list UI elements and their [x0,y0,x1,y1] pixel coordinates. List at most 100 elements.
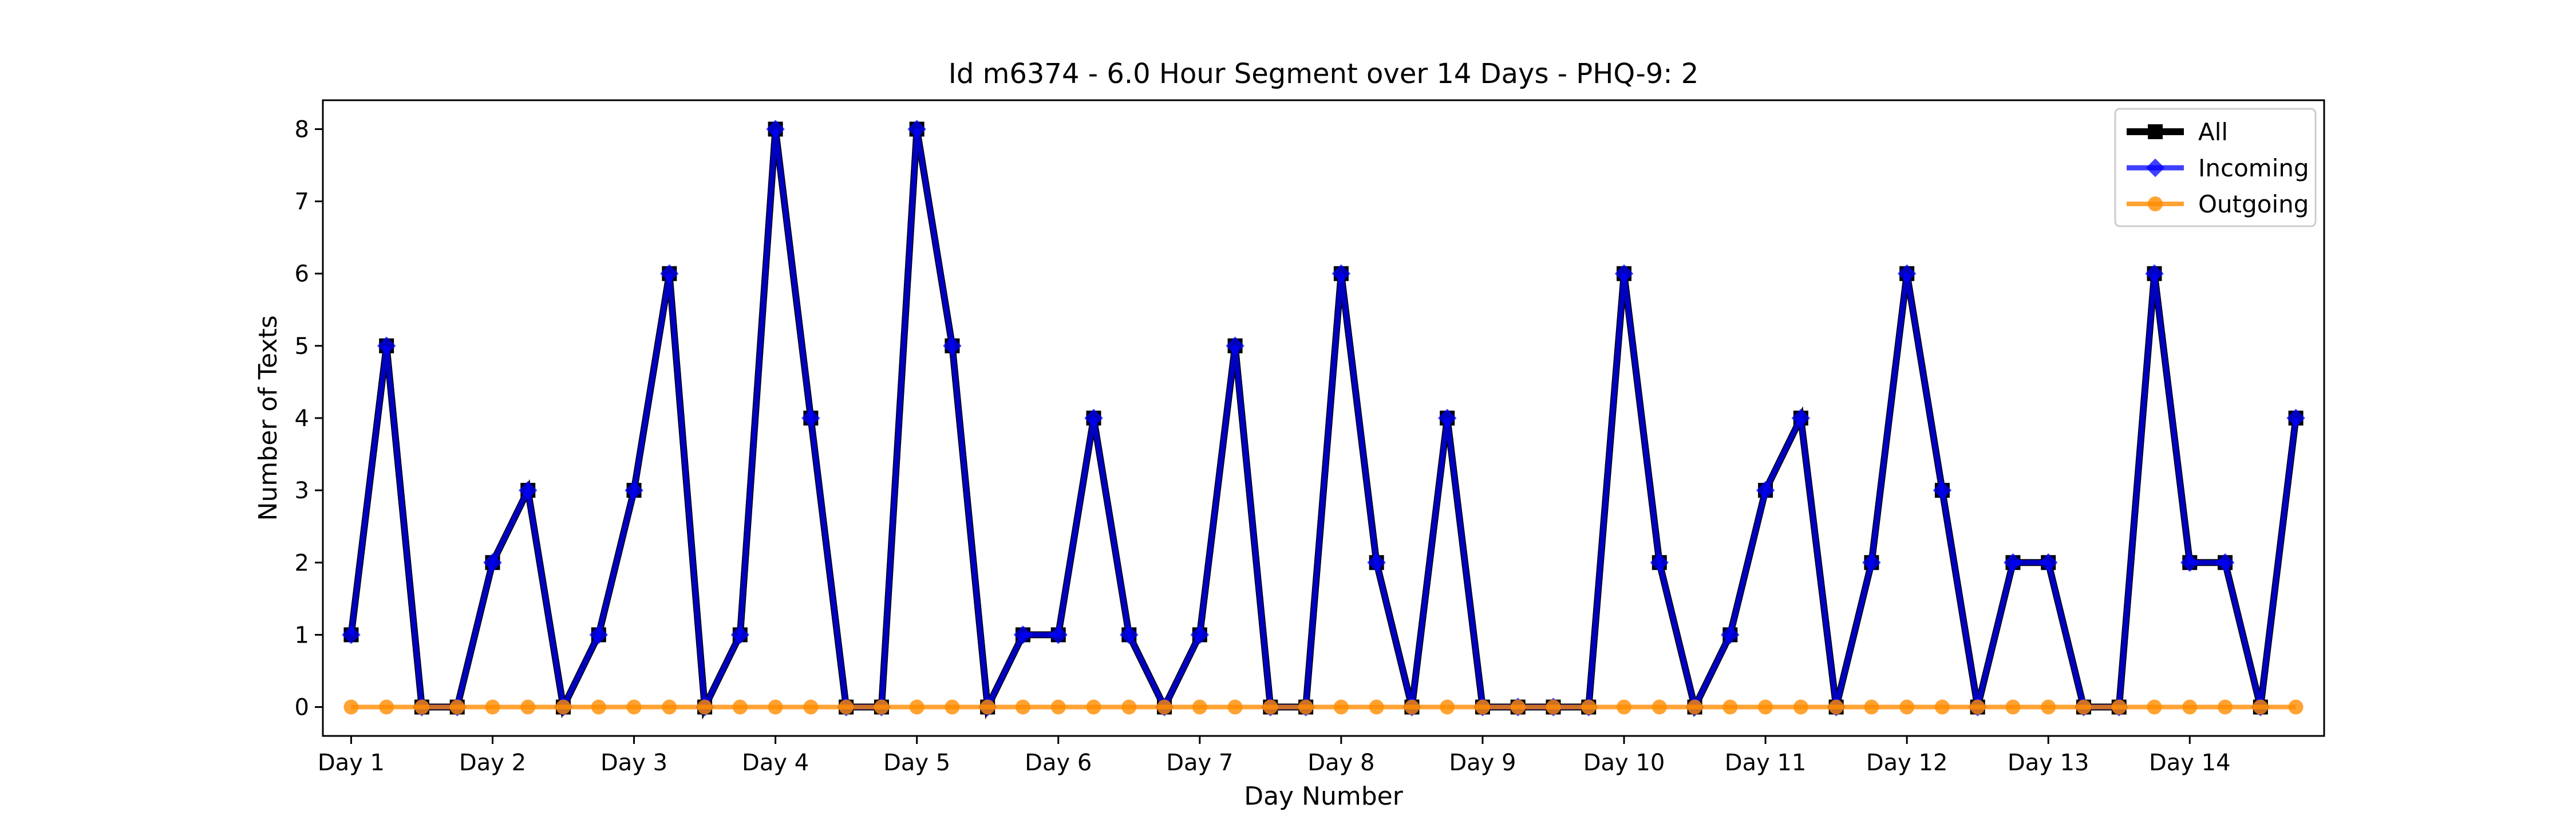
data-point-incoming [1756,481,1775,500]
y-tick-label: 7 [295,189,309,215]
data-point-outgoing [1475,699,1490,715]
x-tick-label: Day 9 [1449,750,1516,776]
legend-label: Outgoing [2198,190,2309,218]
data-point-outgoing [591,699,606,715]
data-point-outgoing [1121,699,1137,715]
data-point-incoming [1791,408,1811,428]
data-point-outgoing [1828,699,1844,715]
data-point-incoming [1332,264,1351,283]
data-point-outgoing [1899,699,1915,715]
data-point-incoming [342,625,361,644]
data-point-incoming [2145,264,2164,283]
data-point-outgoing [2218,699,2233,715]
data-point-incoming [1933,481,1952,500]
x-tick-label: Day 11 [1725,750,1807,776]
data-point-outgoing [449,699,465,715]
legend-marker [2148,196,2163,211]
legend-marker [2146,158,2165,178]
data-point-incoming [907,120,926,139]
x-tick-label: Day 2 [459,750,526,776]
data-point-incoming [1120,625,1139,644]
x-tick-label: Day 13 [2008,750,2089,776]
data-point-outgoing [1192,699,1207,715]
data-point-outgoing [1086,699,1101,715]
x-tick-label: Day 14 [2149,750,2231,776]
legend-entry-incoming: Incoming [2127,154,2309,182]
data-point-incoming [1862,553,1881,572]
data-point-outgoing [697,699,713,715]
legend-label: Incoming [2198,154,2309,182]
x-tick-label: Day 4 [742,750,809,776]
chart-title: Id m6374 - 6.0 Hour Segment over 14 Days… [949,58,1699,90]
x-axis-label: Day Number [1244,782,1404,811]
data-point-outgoing [1227,699,1243,715]
data-point-outgoing [2147,699,2162,715]
x-tick-label: Day 5 [883,750,950,776]
data-point-outgoing [1050,699,1066,715]
data-point-outgoing [2288,699,2304,715]
x-tick-label: Day 8 [1307,750,1374,776]
data-point-outgoing [1722,699,1738,715]
data-point-outgoing [556,699,571,715]
data-point-incoming [483,553,502,572]
data-point-incoming [801,408,820,428]
x-tick-label: Day 3 [600,750,667,776]
data-point-outgoing [1440,699,1455,715]
legend-marker [2148,124,2163,139]
x-tick-label: Day 12 [1866,750,1948,776]
legend-entry-all: All [2127,118,2228,146]
data-point-outgoing [626,699,642,715]
data-point-outgoing [379,699,394,715]
data-point-outgoing [980,699,995,715]
y-tick-label: 6 [295,261,309,288]
data-point-outgoing [1404,699,1420,715]
y-tick-label: 4 [295,405,309,432]
x-tick-label: Day 1 [318,750,385,776]
data-point-outgoing [1687,699,1702,715]
y-axis-label: Number of Texts [254,315,283,521]
y-axis: 0 1 2 3 4 5 6 7 8 [295,116,323,721]
data-point-outgoing [1333,699,1349,715]
data-point-outgoing [1970,699,1985,715]
y-tick-label: 5 [295,333,309,360]
legend-label: All [2198,118,2228,146]
data-point-outgoing [1581,699,1597,715]
data-point-outgoing [1015,699,1030,715]
data-point-incoming [1190,625,1210,644]
data-point-incoming [2215,553,2235,572]
data-point-outgoing [2182,699,2198,715]
y-tick-label: 3 [295,478,309,504]
data-point-incoming [625,481,643,500]
data-point-incoming [660,264,679,283]
y-tick-label: 8 [295,116,309,143]
data-point-outgoing [945,699,960,715]
data-point-outgoing [874,699,889,715]
legend-entries: All Incoming Outgoing [2127,118,2309,218]
data-point-outgoing [2041,699,2056,715]
data-point-outgoing [1298,699,1314,715]
data-point-incoming [589,625,609,644]
series-outgoing [343,699,2304,715]
data-point-outgoing [1617,699,1632,715]
data-point-incoming [766,120,785,139]
data-point-incoming [1084,408,1103,428]
data-point-outgoing [520,699,536,715]
series-line-incoming [348,128,2299,717]
data-point-outgoing [839,699,854,715]
data-point-outgoing [1934,699,1950,715]
data-point-outgoing [909,699,924,715]
data-point-outgoing [768,699,783,715]
data-point-outgoing [732,699,748,715]
data-point-outgoing [1510,699,1526,715]
data-point-incoming [2004,553,2022,572]
x-tick-label: Day 6 [1025,750,1092,776]
data-point-incoming [1721,625,1740,644]
data-point-outgoing [662,699,677,715]
data-point-outgoing [1157,699,1172,715]
data-point-incoming [1226,336,1244,356]
data-point-outgoing [343,699,359,715]
data-point-outgoing [1758,699,1773,715]
data-point-outgoing [2005,699,2021,715]
series-layer [342,120,2305,720]
